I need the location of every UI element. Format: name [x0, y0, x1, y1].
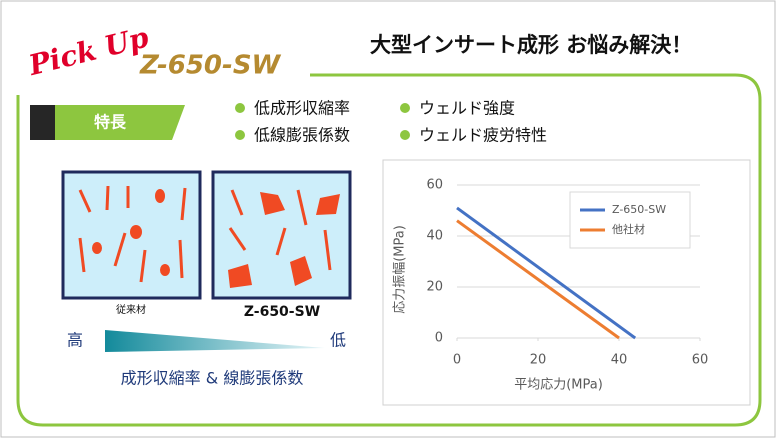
- bullet: [235, 103, 245, 113]
- features-label: 特長: [94, 113, 127, 132]
- feature-item: ウェルド強度: [419, 99, 515, 118]
- x-axis-label: 平均応力(MPa): [514, 378, 603, 393]
- x-tick-label: 40: [611, 353, 628, 368]
- fibers-right: [228, 189, 332, 271]
- chart: 0 20 40 60 0 20 40 60 平均応力(MPa) 応力振幅(MPa) Z-650-SW…: [393, 178, 709, 393]
- green-frame: [16, 73, 762, 427]
- y-tick-label: 20: [426, 280, 443, 295]
- low-label: 低: [330, 331, 346, 350]
- x-tick-label: 0: [453, 353, 461, 368]
- bullet: [400, 130, 410, 140]
- y-tick-label: 0: [435, 331, 443, 346]
- bullet: [400, 103, 410, 113]
- high-label: 高: [67, 331, 83, 350]
- bullet: [235, 130, 245, 140]
- legend-box: [569, 191, 691, 249]
- particles-left: [92, 189, 170, 276]
- y-tick-label: 60: [426, 178, 443, 193]
- tag-band: [55, 105, 185, 140]
- product-name: Z-650-SW: [139, 51, 282, 81]
- y-tick-label: 40: [426, 229, 443, 244]
- x-tick-label: 20: [530, 353, 547, 368]
- feature-item: ウェルド疲労特性: [419, 126, 547, 145]
- y-axis-label: 応力振幅(MPa): [393, 225, 408, 314]
- tag-block: [30, 105, 55, 140]
- series-line: [456, 206, 637, 340]
- page-title: 大型インサート成形 お悩み解決！: [370, 33, 692, 57]
- conventional-label: 従来材: [116, 303, 146, 316]
- legend-label: 他社材: [612, 222, 645, 236]
- feature-item: 低成形収縮率: [254, 99, 350, 118]
- particles-right: [228, 192, 340, 288]
- product-label: Z-650-SW: [244, 304, 320, 320]
- legend-label: Z-650-SW: [612, 203, 666, 216]
- gradient-wedge: [105, 330, 325, 352]
- caption: 成形収縮率 & 線膨張係数: [121, 369, 304, 388]
- feature-item: 低線膨張係数: [254, 126, 350, 145]
- fibers-left: [78, 185, 187, 283]
- x-tick-label: 60: [692, 353, 709, 368]
- series-line: [456, 219, 620, 340]
